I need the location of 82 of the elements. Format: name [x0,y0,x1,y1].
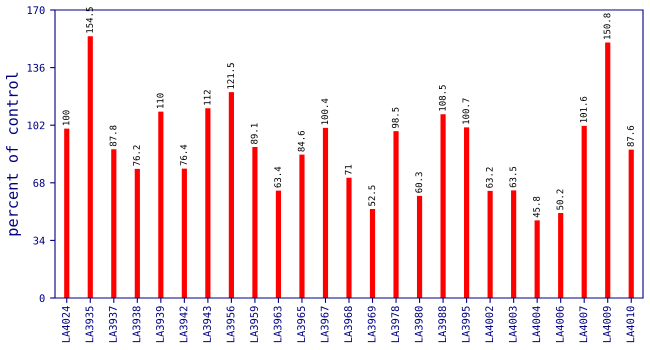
y-tick-label: 102 [28,121,44,130]
bar [205,108,210,298]
bar [628,150,634,298]
data-label: 100.4 [321,98,328,124]
x-tick-label: LA3956 [226,306,234,342]
x-tick-label: LA4006 [556,306,564,342]
x-tick-label: LA3942 [180,306,188,342]
bar [322,128,328,298]
bar [534,220,540,298]
bar [134,168,140,298]
data-label: 63.5 [509,166,516,188]
data-label: 89.1 [250,123,258,144]
bar [393,131,399,298]
bar [252,147,258,298]
bar [182,168,187,298]
data-label: 45.8 [532,196,540,218]
x-tick-label: LA4010 [626,306,634,342]
data-label: 60.3 [415,172,422,193]
data-label: 63.4 [274,166,282,188]
x-tick-label: LA3943 [203,306,211,342]
x-tick-label: LA3935 [85,306,94,342]
bar [416,196,422,298]
data-label: 76.2 [133,145,140,166]
x-tick-label: LA3937 [108,306,117,342]
bar [346,178,352,298]
x-tick-label: LA4003 [508,306,517,342]
x-tick-label: LA3995 [462,306,470,342]
data-label: 76.4 [180,144,188,166]
data-label: 108.5 [438,85,446,111]
data-label: 87.8 [110,126,116,146]
bar [276,190,282,298]
data-label: 101.6 [580,96,587,122]
bar [582,126,587,298]
x-tick-label: LA3980 [414,306,423,342]
data-label: 71 [344,164,352,175]
bar [605,42,610,298]
bar [158,112,164,298]
x-tick-label: LA3969 [368,306,376,342]
data-label: 87.6 [627,126,634,146]
y-tick-label: 34 [33,236,45,245]
data-label: 84.6 [298,130,305,152]
data-label: 50.2 [556,189,564,210]
y-tick-label: 136 [28,64,45,72]
data-label: 63.2 [486,167,493,188]
x-tick-label: LA4024 [62,306,70,342]
bar [88,36,93,298]
y-axis-title: percent of control [6,72,21,236]
x-tick-label: LA3963 [274,306,282,342]
x-tick-label: LA3978 [391,306,400,342]
y-tick-label: 170 [28,6,45,14]
data-label: 154.5 [86,7,93,33]
data-label: 100.7 [462,98,470,124]
bar [64,128,70,298]
x-tick-label: LA3959 [250,306,258,342]
bar [511,190,516,298]
bar [299,154,305,298]
bar [370,209,376,298]
x-tick-label: LA4009 [602,306,611,342]
x-tick-label: LA3939 [156,306,164,342]
bar [111,149,116,298]
data-label: 100 [62,110,70,125]
y-tick-label: 0 [40,294,45,302]
x-tick-label: LA3968 [344,306,352,342]
bar [440,114,446,298]
bar [488,190,493,298]
x-tick-label: LA4002 [485,306,494,342]
x-tick-label: LA3988 [438,306,446,342]
data-label: 121.5 [227,63,234,89]
bar [464,127,470,298]
y-tick-label: 68 [33,179,45,187]
bar [228,92,234,298]
data-label: 112 [204,90,210,105]
x-tick-label: LA3938 [132,306,140,342]
data-label: 98.5 [392,108,399,128]
data-label: 150.8 [604,13,610,39]
data-label: 52.5 [368,186,376,206]
x-tick-label: LA4004 [532,306,540,342]
x-tick-label: LA3967 [320,306,329,342]
data-label: 110 [156,93,164,108]
bar [558,212,564,298]
x-tick-label: LA4007 [579,306,588,342]
x-tick-label: LA3965 [297,306,306,342]
